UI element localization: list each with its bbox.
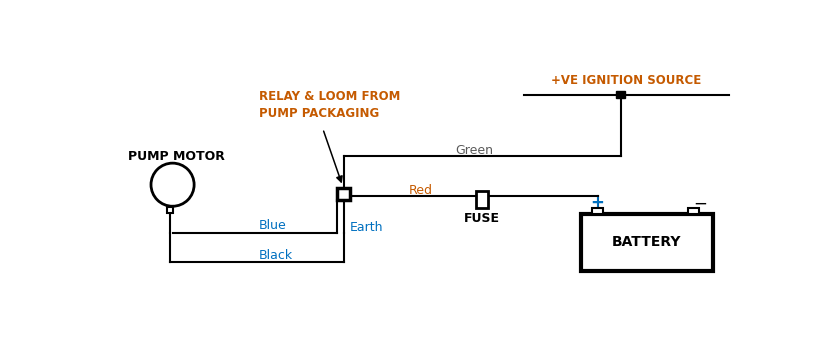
Text: −: −	[693, 194, 707, 212]
Text: Green: Green	[455, 144, 493, 157]
Text: Earth: Earth	[349, 221, 383, 233]
Text: Blue: Blue	[259, 219, 287, 232]
Bar	[592, 208, 603, 214]
Bar	[167, 207, 173, 213]
Text: +VE IGNITION SOURCE: +VE IGNITION SOURCE	[552, 74, 702, 87]
Bar	[337, 188, 349, 200]
Text: RELAY & LOOM FROM
PUMP PACKAGING: RELAY & LOOM FROM PUMP PACKAGING	[259, 90, 400, 120]
Text: FUSE: FUSE	[464, 212, 500, 225]
Text: BATTERY: BATTERY	[612, 235, 681, 250]
Bar	[580, 214, 713, 271]
Text: +: +	[591, 194, 604, 212]
Text: Red: Red	[409, 184, 433, 196]
Bar	[476, 191, 488, 208]
Bar	[616, 91, 626, 99]
Text: PUMP MOTOR: PUMP MOTOR	[128, 150, 224, 163]
Bar	[689, 208, 700, 214]
Text: Black: Black	[259, 249, 293, 262]
